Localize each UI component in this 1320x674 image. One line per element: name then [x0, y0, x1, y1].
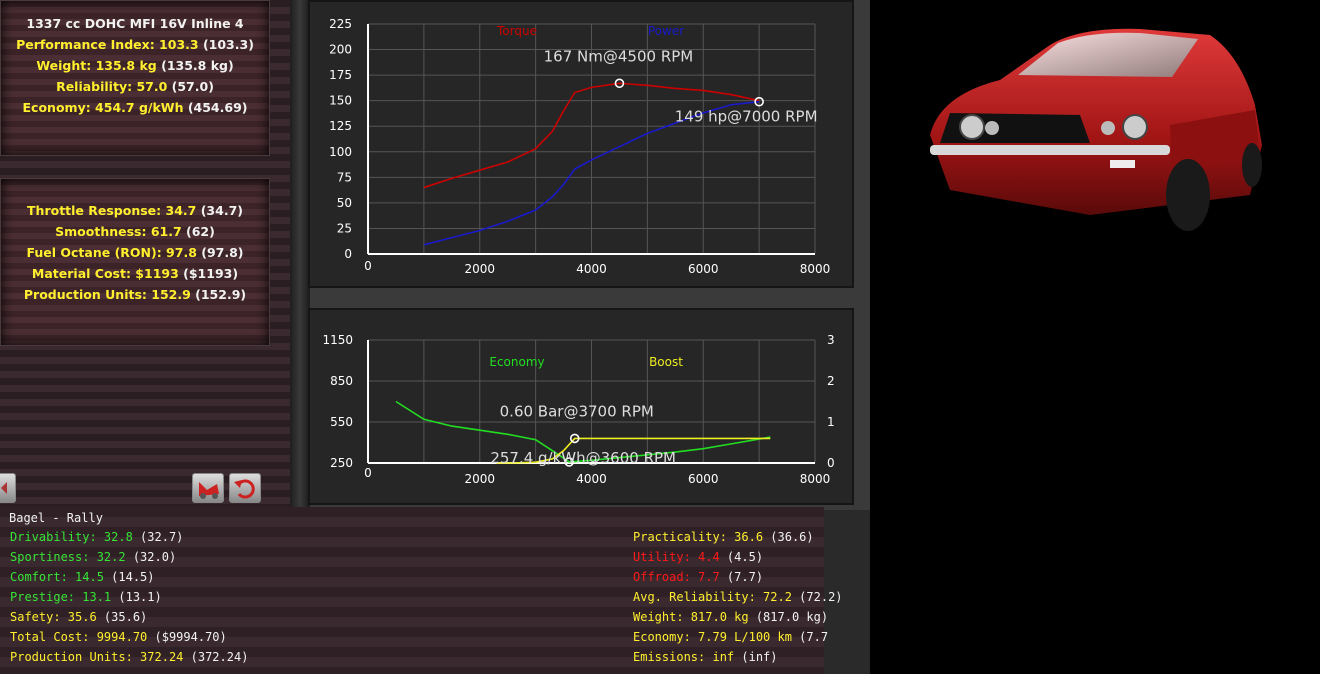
y2-tick-label: 0: [827, 456, 835, 470]
annotation-label: 149 hp@7000 RPM: [675, 108, 818, 126]
prev-button[interactable]: [0, 473, 16, 503]
legend-torque: Torque: [496, 24, 537, 38]
legend-boost: Boost: [649, 355, 683, 369]
car-stat-left-5: Total Cost: 9994.70 ($9994.70): [10, 630, 227, 644]
car-stat-left-6: Production Units: 372.24 (372.24): [10, 650, 249, 664]
x-tick-label: 2000: [464, 472, 495, 486]
annotation-label: 167 Nm@4500 RPM: [544, 47, 694, 65]
y-tick-label: 250: [330, 456, 353, 470]
y2-tick-label: 3: [827, 333, 835, 347]
car-image: [930, 28, 1262, 231]
x-tick-label: 4000: [576, 262, 607, 276]
car-stat-left-3: Prestige: 13.1 (13.1): [10, 590, 162, 604]
car-preview-area: [870, 0, 1320, 674]
undo-button[interactable]: [229, 473, 261, 503]
material-cost: Material Cost: $1193 ($1193): [31, 266, 239, 281]
car-stat-left-2: Comfort: 14.5 (14.5): [10, 570, 155, 584]
y-tick-label: 100: [329, 145, 352, 159]
car-stat-left-4: Safety: 35.6 (35.6): [10, 610, 148, 624]
y2-tick-label: 1: [827, 415, 835, 429]
y-tick-label: 50: [337, 196, 352, 210]
throttle-response: Throttle Response: 34.7 (34.7): [27, 203, 243, 218]
y-tick-label: 200: [329, 43, 352, 57]
bottom-right-strip: [822, 510, 870, 674]
x-tick-label: 2000: [464, 262, 495, 276]
y-tick-label: 75: [337, 170, 352, 184]
car-stat-right-3: Avg. Reliability: 72.2 (72.2): [633, 590, 843, 604]
x-tick-label: 0: [364, 466, 372, 480]
engine-weight: Weight: 135.8 kg (135.8 kg): [36, 58, 234, 73]
car-stats-panel: Bagel - Rally Drivability: 32.8 (32.7) Sp…: [0, 507, 843, 674]
x-tick-label: 4000: [576, 472, 607, 486]
y2-tick-label: 2: [827, 374, 835, 388]
fuel-octane: Fuel Octane (RON): 97.8 (97.8): [26, 245, 244, 260]
y-tick-label: 225: [329, 17, 352, 31]
car-stat-right-4: Weight: 817.0 kg (817.0 kg): [633, 610, 829, 624]
car-icon: [199, 482, 219, 499]
x-tick-label: 0: [364, 259, 372, 273]
production-units: Production Units: 152.9 (152.9): [23, 287, 247, 302]
economy-boost-chart-panel: 250 550 850 1150 0 1 2 3 0 2000 4000 6000 8000 Econom…: [308, 308, 854, 505]
car-stat-right-2: Offroad: 7.7 (7.7): [633, 570, 764, 584]
smoothness: Smoothness: 61.7 (62): [55, 224, 215, 239]
y-tick-label: 1150: [322, 333, 353, 347]
economy: Economy: 454.7 g/kWh (454.69): [22, 100, 248, 115]
annotation-marker: [754, 96, 764, 107]
y-tick-label: 0: [344, 247, 352, 261]
annotation-label: 0.60 Bar@3700 RPM: [500, 402, 654, 420]
series-line-power: [423, 100, 760, 246]
legend-power: Power: [648, 24, 684, 38]
car-stat-right-1: Utility: 4.4 (4.5): [633, 550, 764, 564]
undo-icon: [234, 479, 255, 499]
car-button[interactable]: [192, 473, 224, 503]
economy-boost-chart: 250 550 850 1150 0 1 2 3 0 2000 4000 6000 8000 Econom…: [322, 333, 835, 486]
series-line-economy: [395, 400, 771, 463]
engine-stats-panel-2: Throttle Response: 34.7 (34.7) Smoothnes…: [0, 178, 270, 346]
reliability: Reliability: 57.0 (57.0): [56, 79, 214, 94]
x-tick-label: 8000: [800, 262, 831, 276]
divider: [290, 0, 310, 674]
y-tick-label: 550: [330, 415, 353, 429]
x-tick-label: 8000: [800, 472, 831, 486]
engine-stats-panel: 1337 cc DOHC MFI 16V Inline 4 Performanc…: [0, 0, 270, 156]
performance-index: Performance Index: 103.3 (103.3): [16, 37, 254, 52]
annotation-marker: [564, 457, 574, 467]
car-stat-right-6: Emissions: inf (inf): [633, 650, 778, 664]
y-tick-label: 25: [337, 221, 352, 235]
car-stat-left-0: Drivability: 32.8 (32.7): [10, 530, 184, 544]
y-tick-label: 125: [329, 119, 352, 133]
car-stat-right-5: Economy: 7.79 L/100 km (7.7: [633, 630, 829, 644]
torque-power-chart-panel: 0 25 50 75 100 125 150 175 200 225 0 2000 4000 6000 80…: [308, 0, 854, 288]
arrow-left-icon: [1, 482, 7, 494]
series-line-torque: [423, 82, 760, 189]
car-stats-title: Bagel - Rally: [9, 511, 103, 525]
y-tick-label: 850: [330, 374, 353, 388]
car-stat-right-0: Practicality: 36.6 (36.6): [633, 530, 814, 544]
annotation-marker: [614, 78, 625, 89]
series-line-boost: [496, 437, 771, 464]
y-tick-label: 150: [329, 94, 352, 108]
x-tick-label: 6000: [688, 472, 719, 486]
engine-title: 1337 cc DOHC MFI 16V Inline 4: [26, 16, 244, 31]
annotation-label: 257.4 g/kWh@3600 RPM: [490, 449, 676, 467]
car-stat-left-1: Sportiness: 32.2 (32.0): [10, 550, 177, 564]
legend-economy: Economy: [489, 355, 544, 369]
y-tick-label: 175: [329, 68, 352, 82]
torque-power-chart: 0 25 50 75 100 125 150 175 200 225 0 2000 4000 6000 80…: [329, 17, 831, 276]
x-tick-label: 6000: [688, 262, 719, 276]
annotation-marker: [569, 433, 580, 444]
